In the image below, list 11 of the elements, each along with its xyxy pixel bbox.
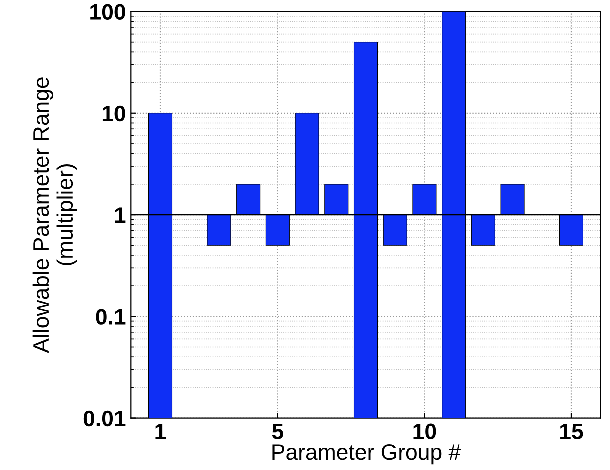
y-axis-title: Allowable Parameter Range (multiplier) [32,78,78,354]
x-tick-label: 15 [560,424,584,440]
y-tick-label: 0.1 [96,309,126,325]
y-tick-label: 100 [90,4,126,20]
x-axis-title: Parameter Group # [272,444,462,465]
x-tick-label: 10 [414,424,436,440]
y-tick-label: 1 [115,208,126,224]
y-tick-label: 10 [102,106,126,122]
x-tick-label: 1 [156,424,166,440]
y-tick-label: 0.01 [84,410,126,427]
x-tick-label: 5 [272,424,284,440]
